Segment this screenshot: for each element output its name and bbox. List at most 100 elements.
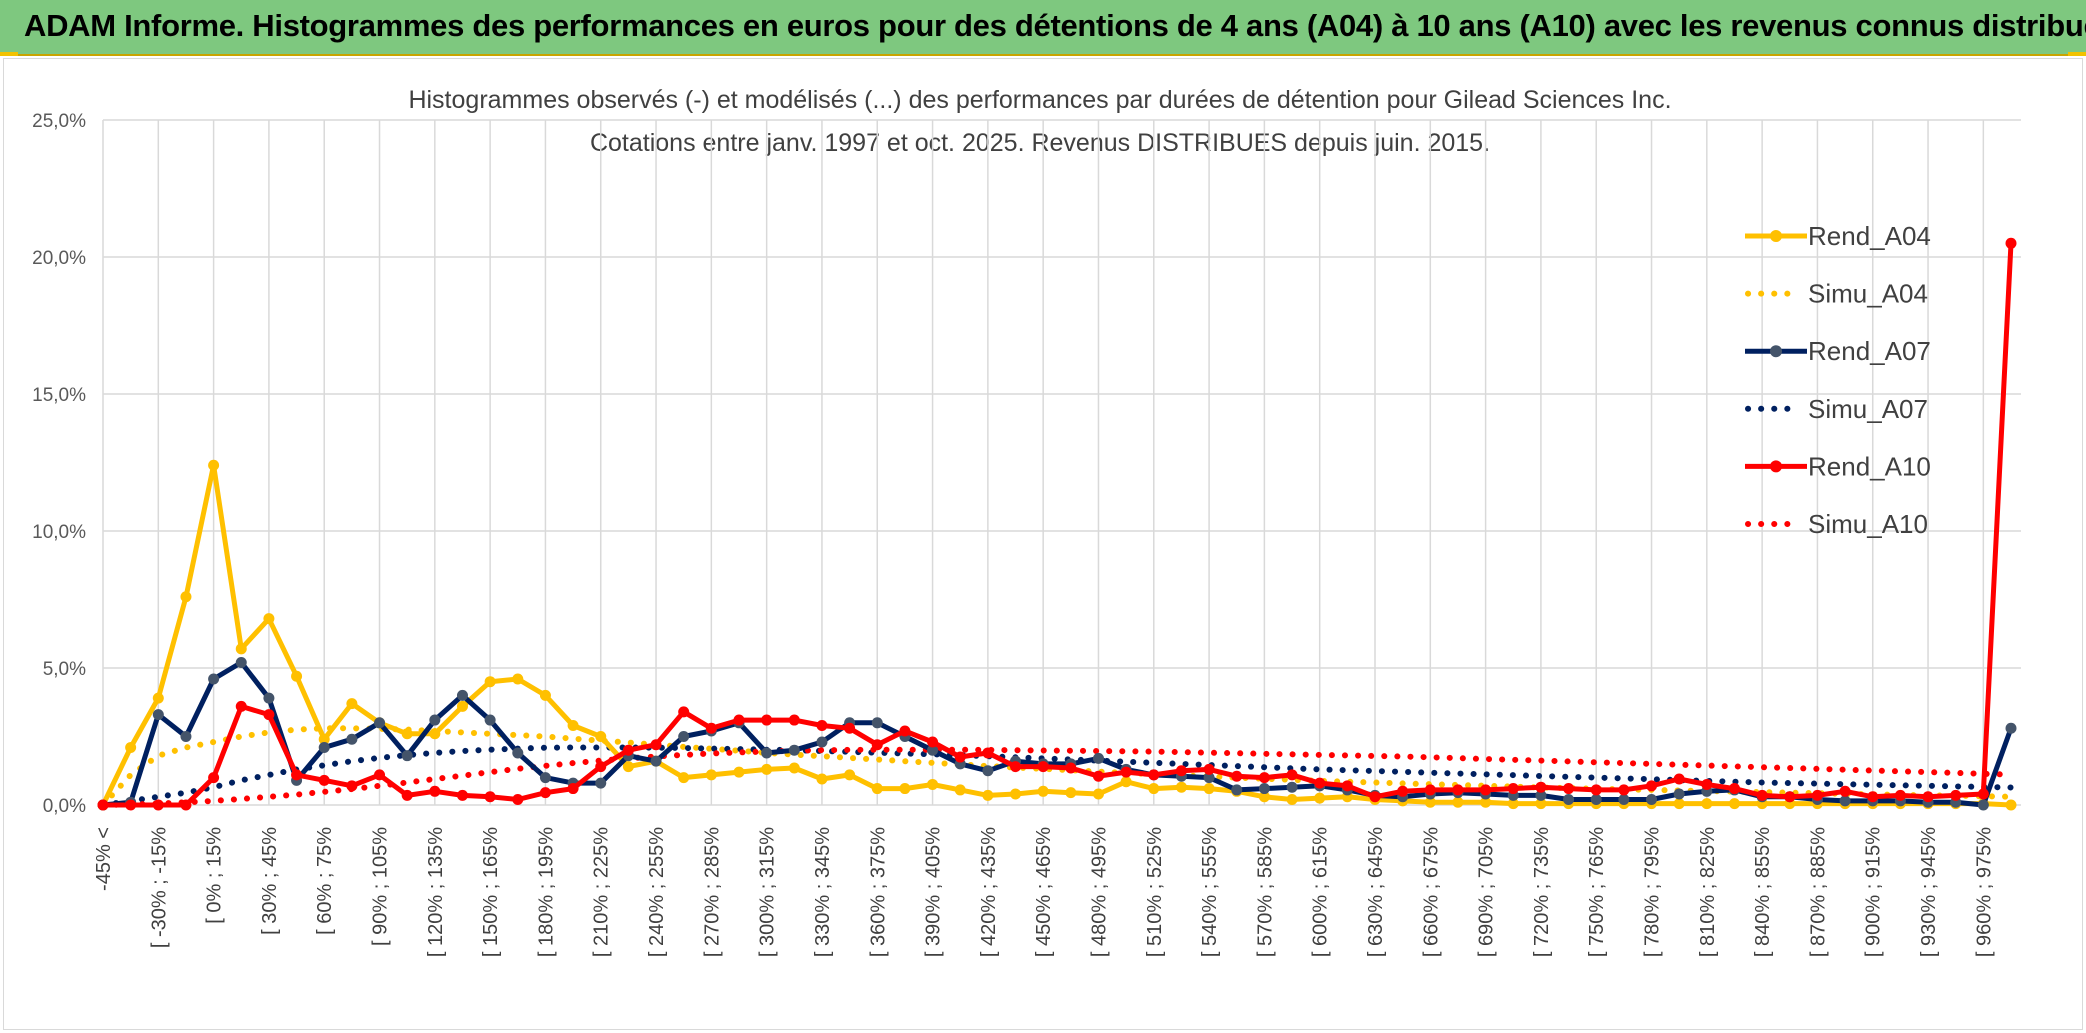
x-tick-label: [ 210% ; 225% — [591, 827, 613, 957]
data-point-Rend_A04 — [1535, 798, 1547, 810]
data-point-Rend_A10 — [208, 772, 220, 784]
x-tick-label: [ 60% ; 75% — [314, 827, 336, 935]
x-tick-label: [ 810% ; 825% — [1697, 827, 1719, 957]
data-point-Rend_A10 — [1646, 780, 1658, 792]
legend-label-Rend_A10: Rend_A10 — [1808, 451, 1931, 481]
data-point-Rend_A10 — [678, 706, 690, 718]
data-point-Rend_A10 — [844, 722, 856, 734]
data-point-Rend_A04 — [871, 783, 883, 795]
data-point-Rend_A10 — [1701, 778, 1713, 790]
data-point-Rend_A04 — [2005, 799, 2017, 811]
data-point-Rend_A07 — [595, 777, 607, 789]
x-tick-label: [ 540% ; 555% — [1199, 827, 1221, 957]
data-point-Rend_A04 — [1148, 783, 1160, 795]
series-line-Simu_A10 — [100, 746, 2014, 808]
data-point-Rend_A10 — [733, 714, 745, 726]
data-point-Rend_A07 — [401, 750, 413, 762]
data-point-Rend_A04 — [1314, 792, 1326, 804]
data-point-Rend_A10 — [1894, 789, 1906, 801]
data-point-Rend_A07 — [678, 731, 690, 742]
data-point-Rend_A10 — [982, 747, 994, 759]
x-tick-label: [ 420% ; 435% — [978, 827, 1000, 957]
data-point-Rend_A07 — [1839, 795, 1851, 807]
data-point-Rend_A04 — [291, 670, 303, 682]
data-point-Rend_A04 — [401, 728, 413, 740]
gridlines — [102, 119, 2021, 806]
data-point-Rend_A10 — [125, 799, 137, 811]
data-point-Rend_A07 — [1977, 799, 1989, 811]
chart-frame — [3, 58, 2083, 1030]
data-point-Rend_A10 — [1784, 791, 1796, 803]
data-point-Rend_A10 — [1480, 784, 1492, 796]
x-tick-label: [ 750% ; 765% — [1586, 827, 1608, 957]
header-banner: ADAM Informe. Histogrammes des performan… — [0, 0, 2086, 56]
x-tick-label: [ 30% ; 45% — [259, 827, 281, 935]
y-tick-label: 0,0% — [43, 796, 86, 817]
data-point-Rend_A04 — [1092, 788, 1104, 800]
data-point-Rend_A10 — [1065, 762, 1077, 774]
data-point-Rend_A10 — [1839, 785, 1851, 797]
data-point-Rend_A10 — [318, 774, 330, 786]
y-tick-label: 10,0% — [32, 522, 86, 543]
data-point-Rend_A04 — [318, 733, 330, 745]
data-point-Rend_A10 — [1286, 769, 1298, 781]
x-axis: -45% < [ -30% ; -15% [ 0% ; 15% [ 30% ; 45%… — [93, 827, 1995, 957]
legend: Rend_A04 Simu_A04 Rend_A07 Simu_A07 Rend_A10… — [1745, 221, 1931, 539]
data-point-Rend_A04 — [1728, 798, 1740, 810]
data-point-Rend_A07 — [1203, 772, 1215, 784]
data-point-Rend_A04 — [622, 761, 634, 773]
data-point-Rend_A07 — [208, 673, 220, 685]
x-tick-label: [ 630% ; 645% — [1365, 827, 1387, 957]
data-point-Rend_A04 — [1286, 794, 1298, 806]
data-point-Rend_A04 — [429, 728, 441, 740]
data-point-Rend_A07 — [484, 714, 496, 726]
data-point-Rend_A10 — [1397, 785, 1409, 797]
data-point-Rend_A04 — [456, 700, 468, 712]
x-tick-label: [ 900% ; 915% — [1863, 827, 1885, 957]
data-point-Rend_A07 — [180, 731, 192, 742]
data-point-Rend_A10 — [1092, 770, 1104, 782]
data-point-Rend_A07 — [1590, 794, 1602, 806]
data-point-Rend_A04 — [844, 769, 856, 781]
data-point-Rend_A10 — [1341, 780, 1353, 792]
data-point-Rend_A10 — [1618, 784, 1630, 796]
data-point-Rend_A10 — [1314, 777, 1326, 789]
data-point-Rend_A10 — [1424, 784, 1436, 796]
y-tick-label: 20,0% — [32, 248, 86, 269]
data-point-Rend_A10 — [816, 720, 828, 732]
data-point-Rend_A10 — [1535, 781, 1547, 793]
data-point-Rend_A10 — [1922, 791, 1934, 803]
data-point-Rend_A04 — [1037, 785, 1049, 797]
data-point-Rend_A10 — [1563, 783, 1575, 795]
data-point-Rend_A07 — [761, 747, 773, 759]
data-point-Rend_A07 — [429, 714, 441, 726]
data-point-Rend_A07 — [539, 772, 551, 784]
data-point-Rend_A10 — [2005, 237, 2017, 249]
data-point-Rend_A07 — [374, 717, 386, 729]
legend-label-Simu_A07: Simu_A07 — [1808, 394, 1928, 424]
x-tick-label: [ 840% ; 855% — [1752, 827, 1774, 957]
data-point-Rend_A04 — [1452, 796, 1464, 808]
y-tick-label: 15,0% — [32, 385, 86, 406]
x-tick-label: [ 270% ; 285% — [701, 827, 723, 957]
data-point-Rend_A10 — [1120, 766, 1132, 778]
data-point-Rend_A07 — [152, 709, 164, 721]
x-tick-label: [ 960% ; 975% — [1973, 827, 1995, 957]
x-tick-label: [ 600% ; 615% — [1310, 827, 1332, 957]
y-axis: 0,0% 5,0% 10,0% 15,0% 20,0% 25,0% — [32, 111, 86, 817]
data-point-Rend_A04 — [678, 772, 690, 784]
data-point-Rend_A10 — [456, 789, 468, 801]
data-point-Rend_A04 — [125, 741, 137, 753]
series-line-Rend_A10 — [103, 243, 2014, 808]
y-tick-label: 25,0% — [32, 111, 86, 132]
data-point-Rend_A04 — [1175, 781, 1187, 793]
data-point-Rend_A10 — [622, 744, 634, 756]
data-point-Rend_A10 — [374, 769, 386, 781]
data-point-Rend_A10 — [1950, 789, 1962, 801]
data-point-Rend_A10 — [1590, 784, 1602, 796]
legend-marker-Rend_A10 — [1770, 460, 1782, 473]
data-point-Rend_A07 — [512, 747, 524, 759]
data-point-Rend_A04 — [899, 783, 911, 795]
data-point-Rend_A10 — [927, 736, 939, 748]
data-point-Rend_A10 — [1258, 772, 1270, 784]
